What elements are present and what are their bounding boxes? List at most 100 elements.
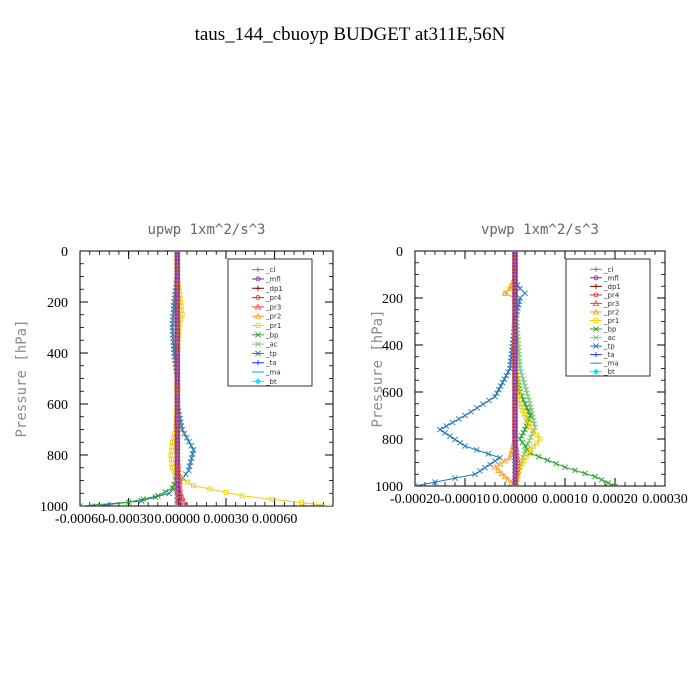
legend-marker: [255, 267, 261, 273]
data-point: [487, 461, 493, 468]
data-point: [612, 483, 618, 486]
data-point: [181, 430, 188, 437]
legend-marker: [592, 368, 600, 375]
data-point: [535, 453, 542, 460]
data-point: [180, 498, 188, 505]
data-point: [598, 476, 605, 483]
data-point: [527, 424, 533, 430]
data-point: [432, 479, 438, 486]
legend-item: _ac: [252, 341, 278, 349]
legend-label: _pr1: [603, 317, 619, 325]
data-point: [530, 444, 536, 450]
data-point: [299, 500, 305, 506]
data-point: [437, 426, 443, 433]
data-point: [462, 412, 468, 419]
data-point: [572, 467, 578, 474]
y-tick-label: 600: [382, 386, 403, 401]
legend-marker: [255, 341, 261, 348]
data-point: [154, 492, 161, 499]
data-point: [553, 460, 560, 467]
legend-marker: [593, 352, 599, 358]
data-point: [537, 436, 543, 442]
data-point: [519, 439, 526, 446]
data-point: [455, 416, 462, 422]
data-point: [499, 379, 506, 386]
data-point: [523, 386, 529, 393]
legend-box: [565, 258, 651, 377]
data-point: [442, 429, 448, 436]
data-point: [492, 458, 498, 465]
data-point: [526, 437, 533, 444]
legend-marker: [593, 326, 599, 332]
data-point: [269, 496, 275, 502]
legend-label: _tp: [265, 350, 277, 358]
data-point: [501, 376, 508, 382]
y-tick-label: 400: [382, 339, 403, 354]
y-tick-label: 800: [47, 449, 68, 464]
legend: _cl_mfl_dp1_pr4_pr3_pr2_pr1_bp_ac_tp_ta_…: [565, 258, 651, 377]
legend-marker: [593, 318, 599, 323]
legend-item: _ma: [252, 369, 281, 377]
legend-label: _pr4: [265, 294, 282, 302]
data-point: [183, 434, 190, 441]
data-point: [166, 490, 173, 497]
data-point: [169, 485, 176, 492]
legend-label: _pr4: [603, 291, 620, 299]
data-point: [605, 479, 612, 486]
data-point: [185, 467, 192, 474]
data-point: [525, 393, 531, 400]
data-point: [517, 436, 523, 442]
x-tick-label: 0.00010: [542, 492, 588, 507]
data-point: [501, 457, 509, 464]
legend-item: _pr2: [252, 313, 281, 321]
legend-item: _pr1: [252, 322, 281, 330]
data-point: [522, 426, 528, 433]
data-point: [562, 464, 568, 471]
legend-marker: [593, 275, 599, 281]
data-point: [544, 457, 551, 464]
legend-label: _pr2: [265, 313, 281, 321]
data-point: [527, 434, 534, 441]
x-tick-label: -0.00060: [55, 512, 105, 527]
legend-item: _pr1: [590, 317, 619, 325]
y-tick-label: 200: [382, 292, 403, 307]
legend-label: _ma: [265, 369, 281, 377]
legend-label: _pr3: [265, 303, 281, 311]
data-point: [186, 438, 192, 445]
x-tick-label: 0.00060: [252, 512, 298, 527]
legend-label: _pr3: [603, 300, 619, 308]
data-point: [526, 421, 531, 427]
data-point: [521, 379, 527, 386]
data-point: [482, 464, 488, 471]
data-point: [239, 493, 245, 499]
upwp-panel: upwp 1xm^2/s^3 Pressure [hPa] 0 200 400 600 80…: [14, 222, 334, 527]
data-point: [520, 408, 526, 413]
data-point: [518, 369, 524, 375]
legend-item: _ma: [590, 360, 619, 368]
legend-label: _mfl: [603, 274, 619, 282]
data-point: [492, 393, 498, 400]
legend-item: _cl: [590, 266, 613, 274]
y-axis-label: Pressure [hPa]: [14, 319, 30, 437]
y-tick-label: 200: [47, 296, 68, 311]
data-point: [524, 390, 530, 397]
data-point: [174, 503, 180, 506]
data-point: [474, 405, 480, 411]
legend-item: _ac: [590, 334, 616, 342]
legend-marker: [593, 343, 599, 350]
data-point: [447, 433, 453, 440]
data-point: [491, 463, 499, 470]
data-point: [183, 502, 188, 506]
data-point: [501, 289, 509, 296]
data-point: [223, 489, 229, 495]
legend-marker: [255, 323, 261, 328]
data-point: [495, 386, 502, 393]
data-point: [188, 442, 195, 449]
legend-label: _bp: [265, 331, 279, 339]
series-line: [80, 251, 178, 506]
data-point: [443, 423, 450, 429]
legend-label: _ma: [603, 360, 619, 368]
data-point: [449, 419, 456, 426]
y-tick-label: 800: [382, 433, 403, 448]
legend-marker: [593, 292, 599, 298]
